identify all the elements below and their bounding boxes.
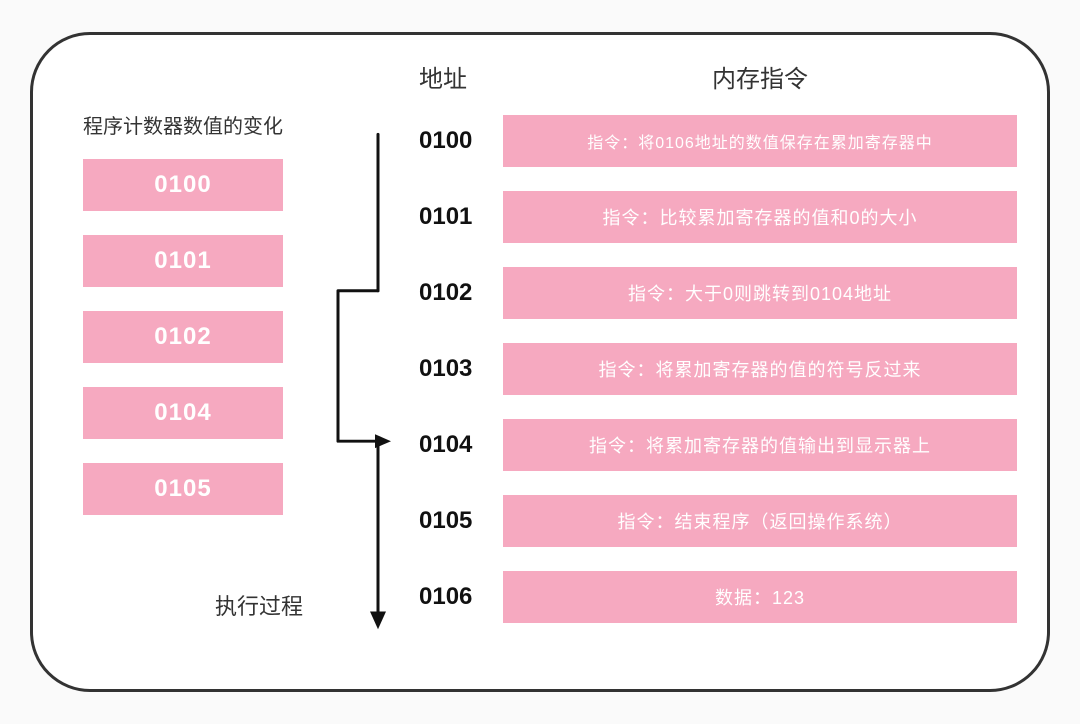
pc-value: 0102 xyxy=(83,311,283,363)
instruction-box: 指令：比较累加寄存器的值和0的大小 xyxy=(503,191,1017,243)
address-column: 地址 0100 0101 0102 0103 0104 0105 0106 xyxy=(413,65,493,659)
pc-value: 0105 xyxy=(83,463,283,515)
address-cell: 0102 xyxy=(413,279,493,307)
program-counter-column: 程序计数器数值的变化 0100 0101 0102 0104 0105 xyxy=(73,65,293,659)
execution-label: 执行过程 xyxy=(215,589,303,621)
arrowhead-icon xyxy=(375,434,391,448)
memory-header: 内存指令 xyxy=(503,65,1017,115)
address-cell: 0106 xyxy=(413,583,493,611)
memory-column: 内存指令 指令：将0106地址的数值保存在累加寄存器中 指令：比较累加寄存器的值… xyxy=(503,65,1017,659)
pc-value: 0100 xyxy=(83,159,283,211)
pc-value: 0101 xyxy=(83,235,283,287)
instruction-box: 指令：结束程序（返回操作系统） xyxy=(503,495,1017,547)
instruction-box: 数据：123 xyxy=(503,571,1017,623)
arrowhead-icon xyxy=(370,611,386,629)
diagram-frame: 程序计数器数值的变化 0100 0101 0102 0104 0105 xyxy=(30,32,1050,692)
instruction-box: 指令：将累加寄存器的值的符号反过来 xyxy=(503,343,1017,395)
address-cell: 0100 xyxy=(413,127,493,155)
instruction-box: 指令：大于0则跳转到0104地址 xyxy=(503,267,1017,319)
instruction-box: 指令：将累加寄存器的值输出到显示器上 xyxy=(503,419,1017,471)
pc-title: 程序计数器数值的变化 xyxy=(73,110,293,139)
address-cell: 0105 xyxy=(413,507,493,535)
layout: 程序计数器数值的变化 0100 0101 0102 0104 0105 xyxy=(73,65,1017,659)
execution-flow-column: 执行过程 xyxy=(303,65,403,659)
address-header: 地址 xyxy=(413,65,493,115)
pc-value: 0104 xyxy=(83,387,283,439)
flow-arrow-svg xyxy=(303,65,403,659)
address-cell: 0101 xyxy=(413,203,493,231)
address-cell: 0103 xyxy=(413,355,493,383)
address-cell: 0104 xyxy=(413,431,493,459)
instruction-box: 指令：将0106地址的数值保存在累加寄存器中 xyxy=(503,115,1017,167)
